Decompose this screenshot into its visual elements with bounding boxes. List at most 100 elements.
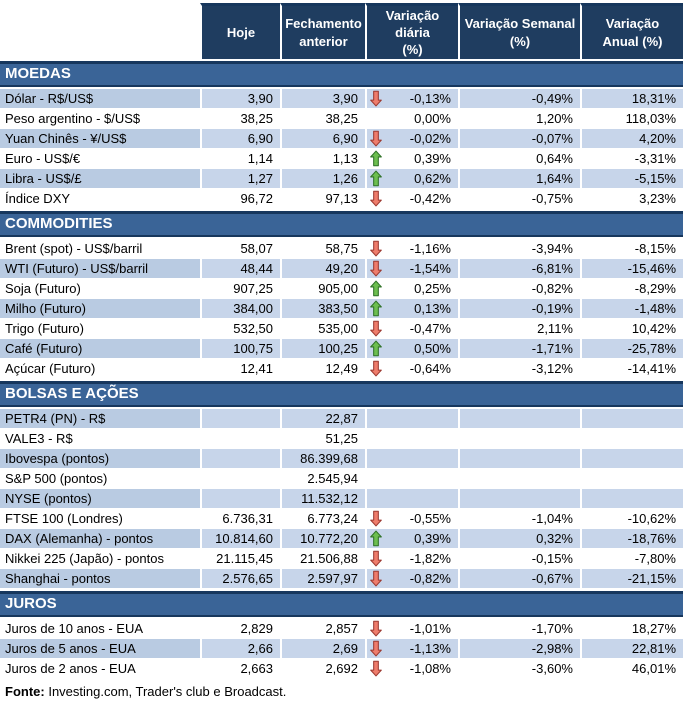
fechamento-value: 3,90 bbox=[280, 89, 365, 108]
hoje-value: 907,25 bbox=[200, 279, 280, 298]
var-diaria-value: -0,64% bbox=[409, 361, 451, 376]
fechamento-value: 21.506,88 bbox=[280, 549, 365, 568]
var-anual-value: -14,41% bbox=[580, 359, 683, 378]
table-row: PETR4 (PN) - R$ 22,87 bbox=[0, 409, 683, 429]
section-header-juros: JUROS bbox=[0, 591, 683, 617]
fechamento-value: 2,692 bbox=[280, 659, 365, 678]
down-arrow-icon bbox=[369, 620, 384, 637]
fechamento-value: 10.772,20 bbox=[280, 529, 365, 548]
var-anual-value: -7,80% bbox=[580, 549, 683, 568]
var-diaria-cell: 0,25% bbox=[365, 279, 458, 298]
fechamento-value: 2.597,97 bbox=[280, 569, 365, 588]
arrow-placeholder bbox=[369, 490, 384, 507]
up-arrow-icon bbox=[369, 340, 384, 357]
fechamento-value: 2,69 bbox=[280, 639, 365, 658]
down-arrow-icon bbox=[369, 130, 384, 147]
down-arrow-icon bbox=[369, 510, 384, 527]
down-arrow-icon bbox=[369, 90, 384, 107]
row-label: Juros de 2 anos - EUA bbox=[0, 659, 200, 678]
var-anual-value: -21,15% bbox=[580, 569, 683, 588]
var-semanal-value: -3,94% bbox=[458, 239, 580, 258]
var-semanal-value: 1,64% bbox=[458, 169, 580, 188]
down-arrow-icon bbox=[369, 360, 384, 377]
var-semanal-value bbox=[458, 449, 580, 468]
header-row: Hoje Fechamento anterior Variação diária (… bbox=[0, 3, 683, 59]
var-diaria-cell: 0,50% bbox=[365, 339, 458, 358]
row-label: Índice DXY bbox=[0, 189, 200, 208]
var-diaria-cell: 0,00% bbox=[365, 109, 458, 128]
var-diaria-cell: -0,13% bbox=[365, 89, 458, 108]
var-anual-value: 46,01% bbox=[580, 659, 683, 678]
row-label: Milho (Futuro) bbox=[0, 299, 200, 318]
column-header-variacao-semanal: Variação Semanal (%) bbox=[458, 3, 580, 59]
var-anual-value: -1,48% bbox=[580, 299, 683, 318]
var-semanal-value bbox=[458, 429, 580, 448]
down-arrow-icon bbox=[369, 260, 384, 277]
column-header-variacao-diaria: Variação diária (%) bbox=[365, 3, 458, 59]
hoje-value: 6,90 bbox=[200, 129, 280, 148]
hoje-value: 2,829 bbox=[200, 619, 280, 638]
var-diaria-cell: 0,62% bbox=[365, 169, 458, 188]
up-arrow-icon bbox=[369, 300, 384, 317]
source-text: Investing.com, Trader's club e Broadcast… bbox=[44, 684, 287, 699]
table-row: Nikkei 225 (Japão) - pontos 21.115,45 21.5… bbox=[0, 549, 683, 569]
table-row: Yuan Chinês - ¥/US$ 6,90 6,90 -0,02% -0,07% 4… bbox=[0, 129, 683, 149]
var-semanal-value bbox=[458, 469, 580, 488]
hoje-value: 1,14 bbox=[200, 149, 280, 168]
down-arrow-icon bbox=[369, 640, 384, 657]
down-arrow-icon bbox=[369, 660, 384, 677]
var-diaria-cell: 0,13% bbox=[365, 299, 458, 318]
column-header-hoje: Hoje bbox=[200, 3, 280, 59]
hoje-value: 96,72 bbox=[200, 189, 280, 208]
section-header-bolsas-e-acoes: BOLSAS E AÇÕES bbox=[0, 381, 683, 407]
fechamento-value: 58,75 bbox=[280, 239, 365, 258]
row-label: S&P 500 (pontos) bbox=[0, 469, 200, 488]
var-diaria-cell: -0,02% bbox=[365, 129, 458, 148]
hoje-value: 2,663 bbox=[200, 659, 280, 678]
var-anual-value: 22,81% bbox=[580, 639, 683, 658]
table-row: Soja (Futuro) 907,25 905,00 0,25% -0,82% -8,2… bbox=[0, 279, 683, 299]
var-anual-value bbox=[580, 469, 683, 488]
var-semanal-value: -6,81% bbox=[458, 259, 580, 278]
var-diaria-value: -1,01% bbox=[409, 621, 451, 636]
fechamento-value: 38,25 bbox=[280, 109, 365, 128]
var-diaria-cell: -1,01% bbox=[365, 619, 458, 638]
var-diaria-cell bbox=[365, 449, 458, 468]
table-row: DAX (Alemanha) - pontos 10.814,60 10.772,2… bbox=[0, 529, 683, 549]
var-anual-value: 3,23% bbox=[580, 189, 683, 208]
row-label: Juros de 10 anos - EUA bbox=[0, 619, 200, 638]
var-diaria-value: -1,08% bbox=[409, 661, 451, 676]
var-diaria-cell: -1,54% bbox=[365, 259, 458, 278]
fechamento-value: 51,25 bbox=[280, 429, 365, 448]
fechamento-value: 49,20 bbox=[280, 259, 365, 278]
table-row: Trigo (Futuro) 532,50 535,00 -0,47% 2,11% 10,… bbox=[0, 319, 683, 339]
var-semanal-value: 2,11% bbox=[458, 319, 580, 338]
var-diaria-value: -1,54% bbox=[409, 261, 451, 276]
var-diaria-cell: -0,55% bbox=[365, 509, 458, 528]
var-diaria-cell bbox=[365, 469, 458, 488]
table-body: MOEDAS Dólar - R$/US$ 3,90 3,90 -0,13% -0,49%… bbox=[0, 61, 683, 679]
var-anual-value: -10,62% bbox=[580, 509, 683, 528]
var-anual-value bbox=[580, 429, 683, 448]
table-row: Juros de 10 anos - EUA 2,829 2,857 -1,01% -1… bbox=[0, 619, 683, 639]
table-row: Peso argentino - $/US$ 38,25 38,25 0,00% 1,2… bbox=[0, 109, 683, 129]
table-row: WTI (Futuro) - US$/barril 48,44 49,20 -1,54… bbox=[0, 259, 683, 279]
down-arrow-icon bbox=[369, 240, 384, 257]
var-diaria-value: -1,82% bbox=[409, 551, 451, 566]
var-diaria-value: 0,62% bbox=[414, 171, 451, 186]
var-semanal-value: -3,12% bbox=[458, 359, 580, 378]
row-label: Café (Futuro) bbox=[0, 339, 200, 358]
var-anual-value: -8,15% bbox=[580, 239, 683, 258]
hoje-value: 10.814,60 bbox=[200, 529, 280, 548]
down-arrow-icon bbox=[369, 320, 384, 337]
var-semanal-value: -0,15% bbox=[458, 549, 580, 568]
var-semanal-value: -0,75% bbox=[458, 189, 580, 208]
var-anual-value: 118,03% bbox=[580, 109, 683, 128]
down-arrow-icon bbox=[369, 570, 384, 587]
hoje-value: 21.115,45 bbox=[200, 549, 280, 568]
fechamento-value: 6,90 bbox=[280, 129, 365, 148]
hoje-value: 532,50 bbox=[200, 319, 280, 338]
var-diaria-cell: -1,13% bbox=[365, 639, 458, 658]
up-arrow-icon bbox=[369, 530, 384, 547]
table-row: Milho (Futuro) 384,00 383,50 0,13% -0,19% -1,… bbox=[0, 299, 683, 319]
